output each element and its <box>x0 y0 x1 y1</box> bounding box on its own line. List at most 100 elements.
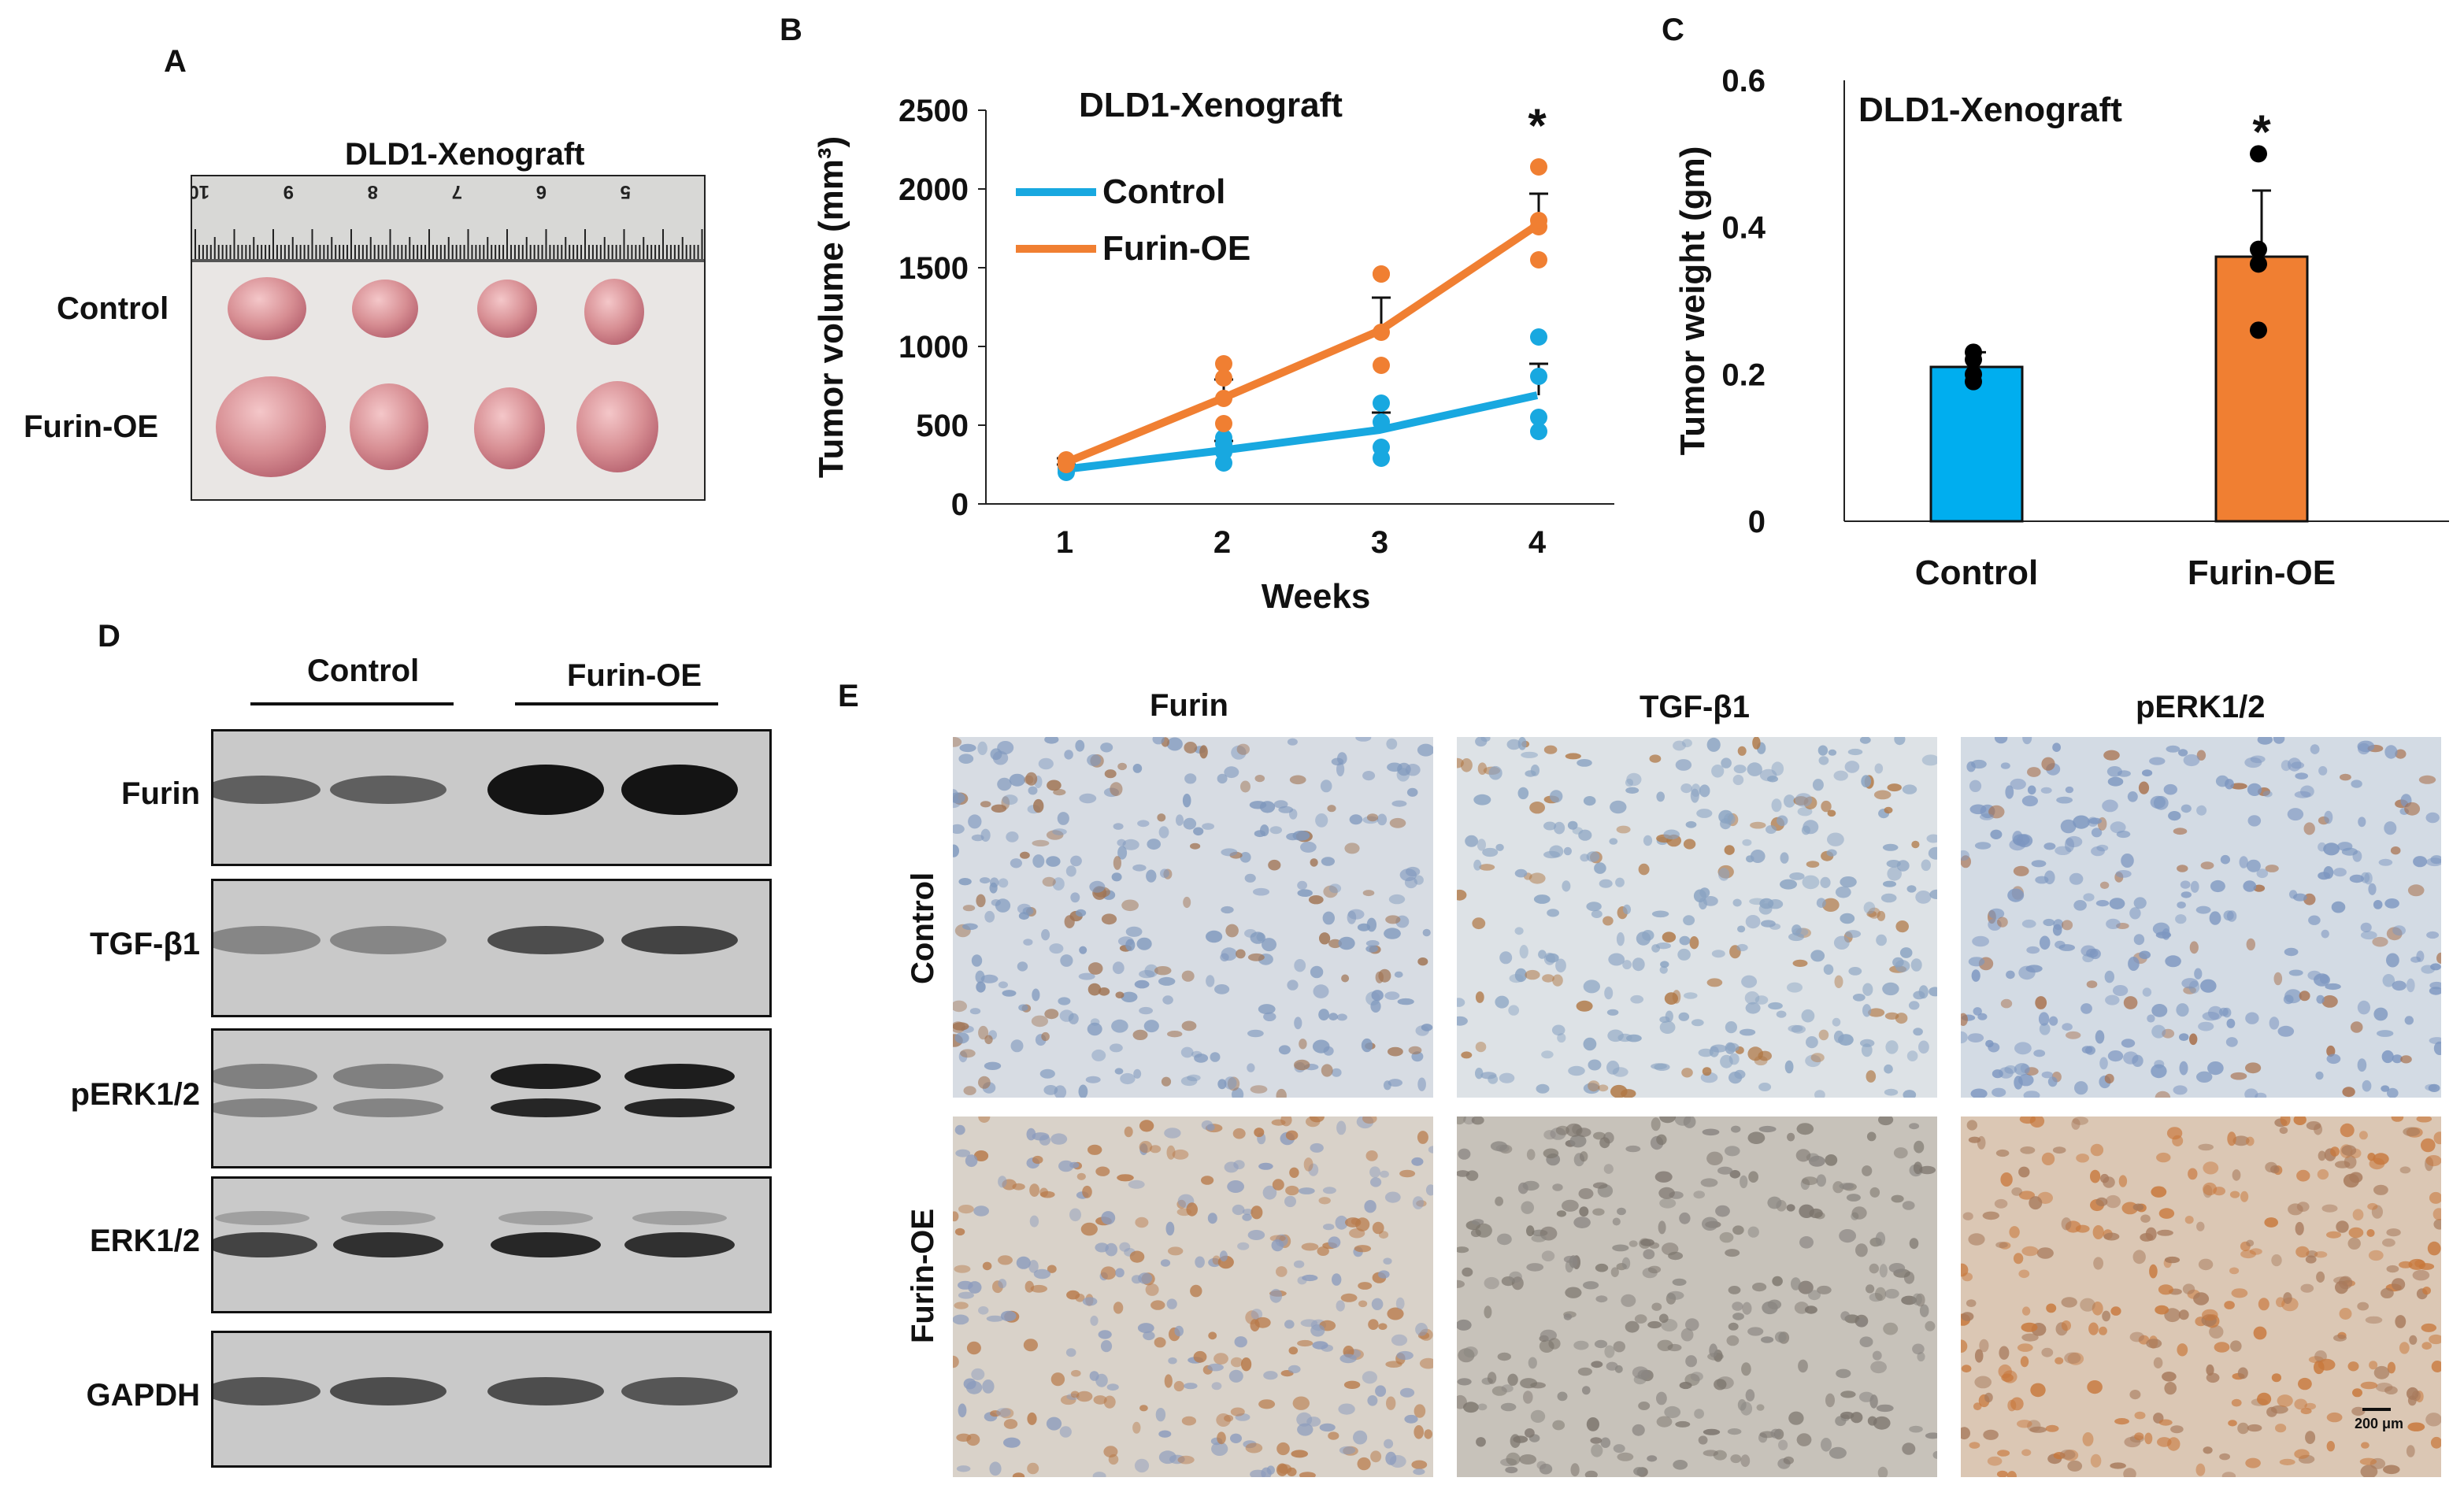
ihc-cell <box>2391 1113 2404 1122</box>
ihc-cell <box>1728 1286 1741 1294</box>
ihc-cell <box>1301 1242 1319 1251</box>
ihc-cell <box>1389 817 1406 828</box>
ihc-cell <box>1366 917 1377 932</box>
ihc-cell <box>2247 1424 2262 1432</box>
ihc-cell <box>1828 749 1837 756</box>
ihc-cell <box>2013 1253 2024 1265</box>
data-point-furin <box>2250 321 2267 339</box>
blot-bands <box>204 926 738 954</box>
ihc-cell <box>1269 1235 1286 1242</box>
ihc-cell <box>2357 740 2375 753</box>
ihc-cell <box>1840 1391 1856 1398</box>
ihc-cell <box>1892 957 1904 968</box>
ihc-cell <box>1974 842 1992 850</box>
ihc-cell <box>2342 1087 2355 1098</box>
ihc-cell <box>2351 1406 2366 1416</box>
ihc-image <box>1955 731 2446 1104</box>
ihc-cell <box>1973 1402 1982 1411</box>
ihc-cell <box>1869 1187 1880 1198</box>
ihc-cell <box>2096 844 2109 852</box>
ihc-cell <box>2232 1169 2241 1181</box>
ihc-cell <box>1117 846 1128 860</box>
ihc-cell <box>2086 980 2098 988</box>
ihc-cell <box>1556 1210 1566 1217</box>
ihc-cell <box>2114 1418 2129 1425</box>
ihc-cell <box>2240 1191 2249 1202</box>
ihc-cell <box>1384 991 1400 1000</box>
ihc-cell <box>1613 1444 1625 1454</box>
ihc-cell <box>1958 1427 1970 1440</box>
ihc-cell <box>1663 829 1680 840</box>
ihc-cell <box>1913 1161 1923 1175</box>
ihc-cell <box>1320 780 1332 793</box>
ihc-cell <box>1152 734 1165 745</box>
ihc-cell <box>1216 1413 1231 1427</box>
ihc-cell <box>2087 1380 2103 1394</box>
ihc-cell <box>952 1314 969 1325</box>
ihc-cell <box>1158 826 1169 839</box>
ihc-cell <box>1249 801 1267 809</box>
ihc-cell <box>1634 1314 1647 1324</box>
ihc-cell <box>1724 845 1735 855</box>
ihc-cell <box>1875 1231 1886 1246</box>
ihc-cell <box>1510 1434 1521 1448</box>
ihc-cell <box>1867 1416 1877 1426</box>
ihc-cell <box>2231 1288 2248 1298</box>
ihc-cell <box>1133 1068 1142 1079</box>
ihc-cell <box>2026 946 2040 954</box>
ihc-cell <box>2049 1016 2058 1026</box>
ihc-cell <box>1262 938 1276 952</box>
ihc-cell <box>2321 929 2329 939</box>
ihc-cell <box>2284 947 2299 957</box>
ihc-cell <box>2020 1064 2029 1073</box>
ihc-cell <box>1530 765 1540 776</box>
ihc-cell <box>1539 1463 1553 1475</box>
ihc-image <box>1955 1113 2446 1482</box>
ihc-cell <box>1251 1309 1263 1320</box>
ihc-cell <box>1053 789 1066 796</box>
ihc-cell <box>1787 1132 1795 1142</box>
ihc-cell <box>1886 860 1901 868</box>
ihc-cell <box>1806 861 1820 868</box>
ihc-cell <box>2177 902 2186 909</box>
ihc-cell <box>1808 1290 1821 1301</box>
blot-label: ERK1/2 <box>89 1224 200 1258</box>
ihc-cell <box>1328 1431 1339 1440</box>
ihc-cell <box>1396 768 1410 782</box>
ihc-cell <box>1969 804 1987 815</box>
ihc-cell <box>998 981 1008 989</box>
ihc-cell <box>1262 1185 1277 1200</box>
ihc-cell <box>2303 822 2315 835</box>
ihc-cell <box>958 754 974 764</box>
ihc-cell <box>1523 1391 1533 1404</box>
ihc-cell <box>1962 1272 1973 1282</box>
ihc-cell <box>1685 820 1697 828</box>
ihc-cell <box>2293 1114 2307 1125</box>
ihc-cell <box>1122 839 1139 850</box>
ihc-cell <box>1060 1394 1076 1405</box>
ihc-cell <box>1137 1323 1154 1334</box>
ihc-cell <box>2321 995 2338 1008</box>
ihc-cell <box>2142 769 2153 777</box>
ihc-cell <box>1563 846 1572 856</box>
ihc-cell <box>1495 843 1504 851</box>
ihc-cell <box>1655 942 1671 950</box>
ihc-cell <box>1995 1149 2010 1157</box>
ihc-cell <box>2055 846 2071 855</box>
ihc-cell <box>2149 1264 2158 1279</box>
ihc-cell <box>1778 1439 1788 1450</box>
ihc-cell <box>960 1049 976 1058</box>
ihc-cell <box>2221 1472 2236 1480</box>
ihc-cell <box>2153 1357 2163 1368</box>
ihc-cell <box>2296 1169 2310 1182</box>
ihc-cell <box>1378 1323 1388 1330</box>
ihc-cell <box>1758 1083 1772 1091</box>
legend-label-furin: Furin-OE <box>1102 229 1251 268</box>
ihc-cell <box>2409 1335 2418 1345</box>
ihc-cell <box>1087 983 1102 996</box>
ihc-cell <box>1996 1470 2008 1478</box>
ihc-cell <box>2336 1220 2349 1233</box>
ihc-cell <box>1542 974 1554 983</box>
ihc-cell <box>1285 1185 1299 1196</box>
